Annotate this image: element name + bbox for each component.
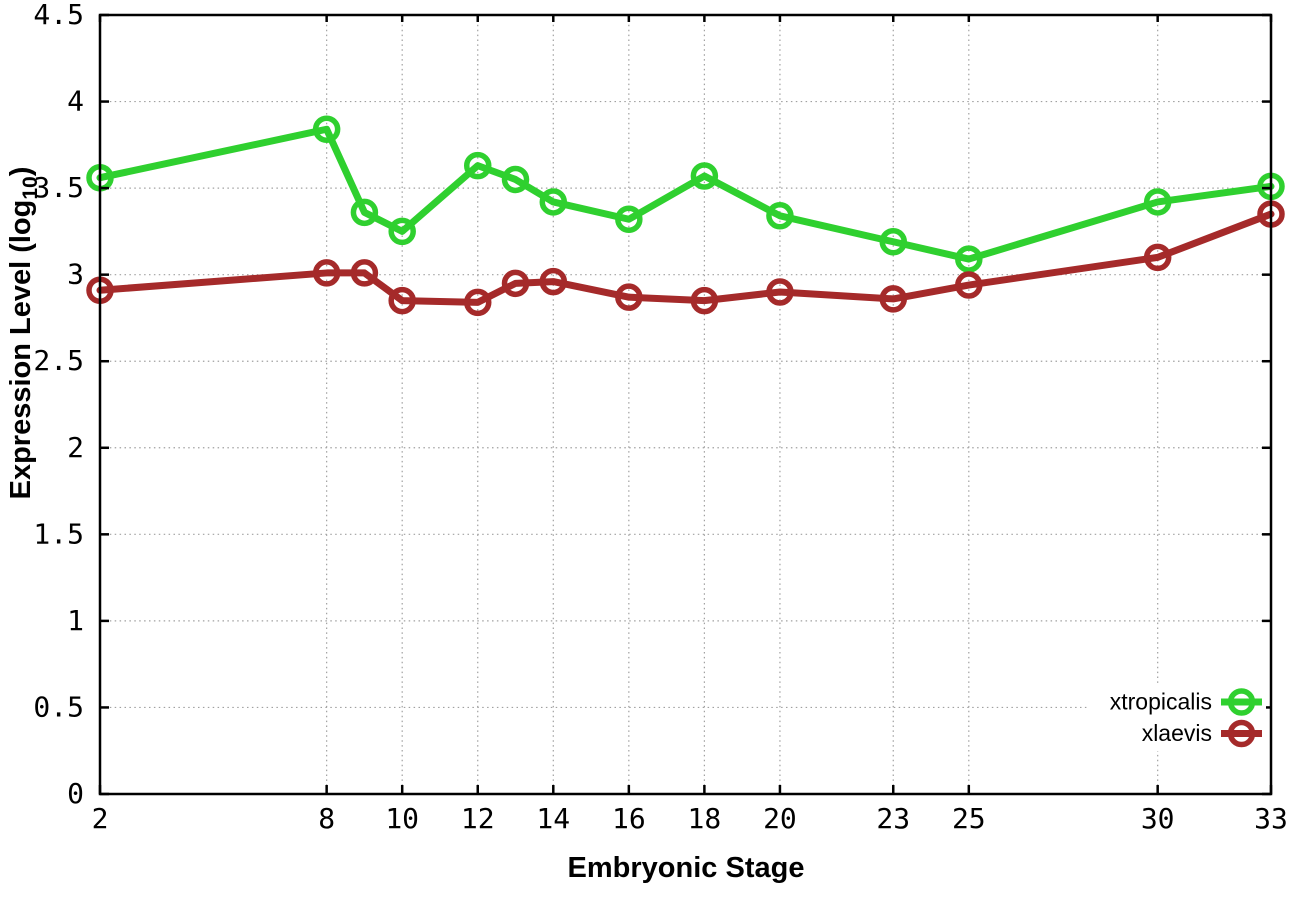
y-axis-title-main: Expression Level (log <box>5 200 37 500</box>
x-tick-label: 20 <box>763 802 797 835</box>
series-line <box>96 125 1275 263</box>
data-point <box>350 259 379 287</box>
y-tick-label: 1 <box>67 604 84 637</box>
series-xtropicalis <box>86 115 1285 273</box>
data-point <box>955 271 983 299</box>
data-point <box>312 259 341 287</box>
series-line <box>96 210 1275 306</box>
x-tick-label: 23 <box>876 802 910 835</box>
data-point <box>463 288 492 317</box>
y-axis-title: Expression Level (log10) <box>5 167 42 500</box>
legend-label: xlaevis <box>1142 720 1212 746</box>
axis-tick-marks <box>98 13 1273 796</box>
data-point <box>388 217 416 246</box>
x-axis-tick-labels: 2 8 10 12 14 16 18 20 23 25 30 33 <box>92 802 1288 835</box>
data-point <box>690 286 719 315</box>
series-xlaevis <box>86 200 1285 317</box>
data-point <box>955 245 983 273</box>
y-tick-label: 0.5 <box>33 690 84 723</box>
x-tick-label: 8 <box>318 802 335 835</box>
data-point <box>615 205 643 234</box>
data-series <box>86 115 1285 317</box>
y-tick-label: 4.5 <box>33 0 84 31</box>
legend-entry-xlaevis: xlaevis <box>1142 719 1262 748</box>
data-point <box>539 267 568 296</box>
x-tick-label: 14 <box>536 802 570 835</box>
x-tick-label: 30 <box>1141 802 1175 835</box>
x-tick-label: 18 <box>688 802 722 835</box>
data-point <box>1143 188 1172 216</box>
data-point <box>615 283 643 311</box>
data-point <box>690 162 719 190</box>
plot-border-rect <box>98 13 1273 796</box>
data-point <box>463 151 492 180</box>
gridlines <box>99 14 1272 795</box>
legend-entry-xtropicalis: xtropicalis <box>1110 688 1262 716</box>
y-tick-label: 2 <box>67 431 84 464</box>
y-tick-label: 3 <box>67 258 84 291</box>
x-tick-label: 33 <box>1254 802 1288 835</box>
x-tick-label: 2 <box>92 802 109 835</box>
data-point <box>1143 243 1172 272</box>
data-point <box>312 115 341 144</box>
x-tick-label: 12 <box>461 802 495 835</box>
x-tick-label: 25 <box>952 802 986 835</box>
y-tick-label: 1.5 <box>33 517 84 550</box>
data-point <box>879 285 908 313</box>
data-point <box>766 278 794 306</box>
x-tick-label: 16 <box>612 802 646 835</box>
data-point <box>766 202 794 230</box>
y-axis-title-subscript: 10 <box>19 176 42 199</box>
x-axis-title: Embryonic Stage <box>568 852 805 884</box>
y-axis-title-close: ) <box>5 167 37 177</box>
x-tick-label: 10 <box>385 802 419 835</box>
legend-marker <box>1227 719 1256 748</box>
y-tick-label: 2.5 <box>33 344 84 377</box>
y-tick-label: 0 <box>67 777 84 810</box>
data-point <box>350 198 379 227</box>
legend: xtropicalis xlaevis <box>1088 683 1266 751</box>
data-point <box>879 228 908 256</box>
y-tick-label: 3.5 <box>33 171 84 204</box>
plot-border <box>98 13 1273 796</box>
y-axis-tick-labels: 0 0.5 1 1.5 2 2.5 3 3.5 4 4.5 <box>33 0 84 810</box>
data-point <box>388 286 416 315</box>
legend-marker <box>1227 688 1256 716</box>
data-point <box>501 269 530 298</box>
y-tick-label: 4 <box>67 85 84 118</box>
legend-label: xtropicalis <box>1110 689 1212 715</box>
data-point <box>539 188 568 216</box>
data-point <box>501 165 530 194</box>
